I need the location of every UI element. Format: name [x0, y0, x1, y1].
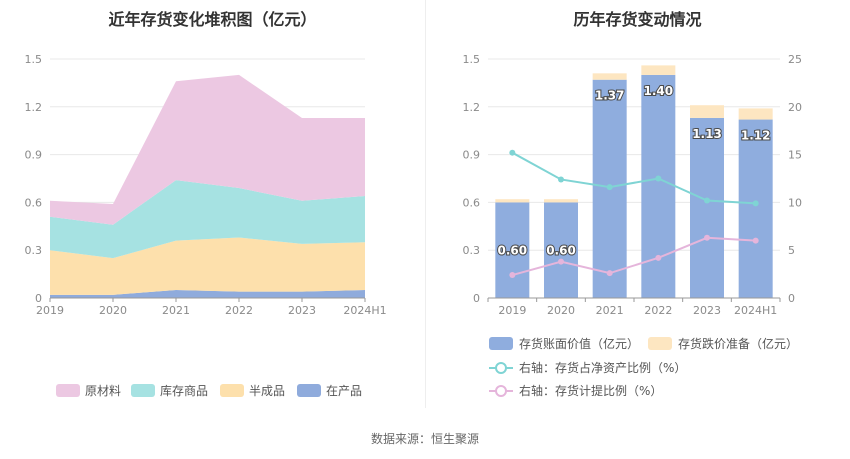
right-x-tick-label: 2024H1: [734, 304, 777, 317]
right-left-y-tick-label: 0.3: [463, 244, 481, 257]
right-chart-title: 历年存货变动情况: [573, 10, 702, 29]
left-x-tick-label: 2019: [36, 304, 64, 317]
left-legend-swatch: [297, 384, 321, 397]
right-legend-label: 存货跌价准备（亿元）: [678, 336, 798, 351]
line-point-1: [558, 176, 564, 183]
left-y-tick-label: 0.3: [25, 244, 43, 257]
left-x-tick-label: 2024H1: [343, 304, 386, 317]
right-legend-swatch: [648, 337, 672, 350]
right-legend-label: 右轴：存货计提比例（%）: [519, 383, 662, 398]
bar-book-value: [738, 119, 773, 299]
line-point-2: [558, 258, 564, 265]
left-y-tick-label: 0.6: [25, 196, 43, 209]
left-y-tick-label: 1.5: [25, 53, 43, 66]
line-point-2: [752, 237, 759, 244]
line-point-2: [606, 270, 613, 277]
data-source: 数据来源：恒生聚源: [370, 432, 479, 446]
line-series-1: [511, 151, 756, 205]
right-x-tick-label: 2021: [596, 304, 624, 317]
right-right-y-tick-label: 20: [788, 101, 802, 114]
bar-data-label: 1.12: [741, 129, 771, 143]
charts-canvas: 0 0.3 0.6 0.9 1.2 1.5 2019 2020 2021 2022 2023 2024…: [25, 53, 803, 398]
left-legend-label: 在产品: [326, 384, 362, 398]
bar-data-label: 1.13: [692, 127, 722, 141]
line-point-2: [655, 254, 662, 261]
line-point-1: [606, 184, 613, 191]
bar-impairment-reserve: [544, 199, 578, 203]
left-legend-label: 原材料: [85, 384, 121, 398]
right-right-y-tick-label: 15: [788, 149, 802, 162]
right-left-y-tick-label: 0: [473, 292, 480, 305]
area-库存商品: [50, 180, 365, 259]
bar-impairment-reserve: [592, 73, 627, 80]
right-x-tick-label: 2023: [693, 304, 721, 317]
right-x-tick-label: 2019: [498, 304, 526, 317]
area-在产品: [50, 290, 365, 298]
left-legend-swatch: [131, 384, 155, 397]
right-legend-marker: [495, 385, 507, 397]
line-point-2: [704, 234, 710, 241]
bar-book-value: [641, 74, 676, 298]
bar-impairment-reserve: [495, 199, 530, 203]
right-right-y-tick-label: 25: [788, 53, 802, 66]
left-legend-swatch: [56, 384, 80, 397]
left-legend-label: 半成品: [249, 384, 285, 398]
bar-impairment-reserve: [641, 65, 676, 75]
bar-impairment-reserve: [690, 105, 724, 118]
area-半成品: [50, 237, 365, 295]
left-legend-label: 库存商品: [160, 383, 208, 398]
left-chart-title: 近年存货变化堆积图（亿元）: [108, 10, 317, 29]
bar-book-value: [495, 202, 530, 298]
left-x-tick-label: 2023: [288, 304, 316, 317]
line-point-1: [655, 175, 662, 182]
line-point-2: [509, 272, 516, 279]
right-right-y-tick-label: 5: [788, 244, 795, 257]
left-x-tick-label: 2020: [99, 304, 127, 317]
right-x-tick-label: 2020: [547, 304, 575, 317]
right-legend-marker: [495, 362, 507, 374]
left-y-tick-label: 1.2: [25, 101, 43, 114]
line-point-1: [509, 149, 516, 156]
left-y-tick-label: 0: [35, 292, 42, 305]
right-legend-label: 存货账面价值（亿元）: [519, 336, 639, 351]
line-point-1: [752, 200, 759, 207]
left-x-tick-label: 2022: [225, 304, 253, 317]
right-left-y-tick-label: 1.2: [463, 101, 481, 114]
right-right-y-tick-label: 10: [788, 196, 802, 209]
area-原材料: [50, 74, 365, 225]
line-series-2: [512, 236, 756, 277]
bar-impairment-reserve: [738, 108, 773, 120]
bar-data-label: 1.40: [644, 84, 674, 98]
right-left-y-tick-label: 0.9: [463, 149, 481, 162]
bar-book-value: [690, 117, 724, 298]
right-legend-label: 右轴：存货占净资产比例（%）: [519, 360, 686, 375]
right-left-y-tick-label: 1.5: [463, 53, 481, 66]
panel-divider: [425, 0, 426, 408]
bar-data-label: 0.60: [546, 243, 576, 257]
right-right-y-tick-label: 0: [788, 292, 795, 305]
bar-data-label: 0.60: [498, 243, 528, 257]
right-legend-swatch: [489, 337, 513, 350]
bar-data-label: 1.37: [595, 89, 625, 103]
left-x-tick-label: 2021: [162, 304, 190, 317]
left-legend-swatch: [220, 384, 244, 397]
right-x-tick-label: 2022: [644, 304, 672, 317]
bar-book-value: [544, 202, 578, 298]
right-left-y-tick-label: 0.6: [463, 196, 481, 209]
line-point-1: [704, 197, 710, 204]
left-y-tick-label: 0.9: [25, 149, 43, 162]
